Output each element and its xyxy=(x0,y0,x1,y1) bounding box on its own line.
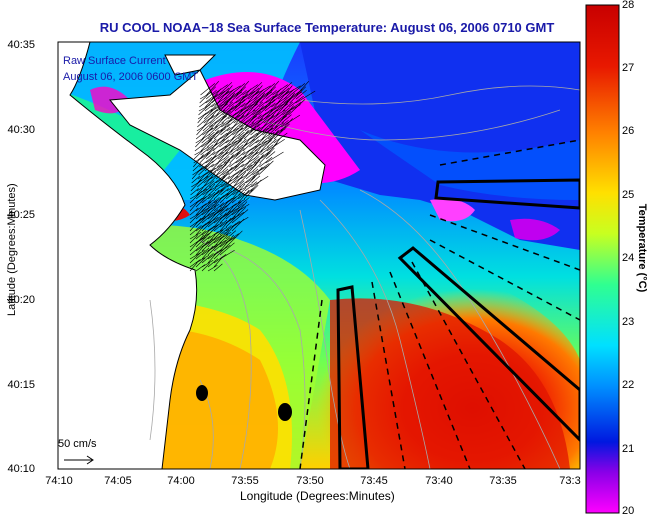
y-tick: 40:10 xyxy=(7,463,35,475)
x-tick: 74:00 xyxy=(167,475,195,487)
colorbar-label: Temperature (°C) xyxy=(636,203,648,293)
y-tick: 40:30 xyxy=(7,124,35,136)
y-tick: 40:20 xyxy=(7,294,35,306)
colorbar-tick: 25 xyxy=(622,189,635,201)
colorbar-tick: 20 xyxy=(622,505,635,517)
x-axis-label: Longitude (Degrees:Minutes) xyxy=(240,489,395,503)
station-dot xyxy=(196,385,208,401)
x-tick: 73:40 xyxy=(425,475,453,487)
colorbar-tick: 27 xyxy=(622,62,635,74)
colorbar-tick: 26 xyxy=(622,125,635,137)
scale-arrow xyxy=(64,455,94,465)
dashed-transects xyxy=(299,139,580,469)
colorbar-tick: 22 xyxy=(622,379,635,391)
y-tick: 40:15 xyxy=(7,379,35,391)
x-tick: 73:45 xyxy=(360,475,388,487)
station-dot xyxy=(278,403,292,421)
colorbar-tick: 28 xyxy=(622,0,635,11)
colorbar-tick: 23 xyxy=(622,316,635,328)
colorbar-tick: 21 xyxy=(622,443,635,455)
land xyxy=(58,42,326,469)
sst-field xyxy=(58,42,580,469)
x-tick: 74:10 xyxy=(45,475,73,487)
legend-raw-surface-current: Raw Surface Current xyxy=(63,55,166,67)
colorbar xyxy=(585,4,620,514)
sampling-polygons xyxy=(336,178,580,469)
map-frame xyxy=(57,41,581,470)
x-tick: 74:05 xyxy=(104,475,132,487)
y-axis-label: Latitude (Degrees:Minutes) xyxy=(6,183,18,316)
colorbar-tick: 24 xyxy=(622,252,635,264)
y-tick: 40:35 xyxy=(7,39,35,51)
legend-current-time: August 06, 2006 0600 GMT xyxy=(63,71,199,83)
scale-label: 50 cm/s xyxy=(58,438,97,450)
map-title: RU COOL NOAA−18 Sea Surface Temperature:… xyxy=(99,20,555,35)
x-tick: 73:3 xyxy=(559,475,581,487)
y-tick: 40:25 xyxy=(7,209,35,221)
current-vectors xyxy=(189,81,316,272)
x-tick: 73:55 xyxy=(231,475,259,487)
x-tick: 73:35 xyxy=(489,475,517,487)
x-tick: 73:50 xyxy=(296,475,324,487)
